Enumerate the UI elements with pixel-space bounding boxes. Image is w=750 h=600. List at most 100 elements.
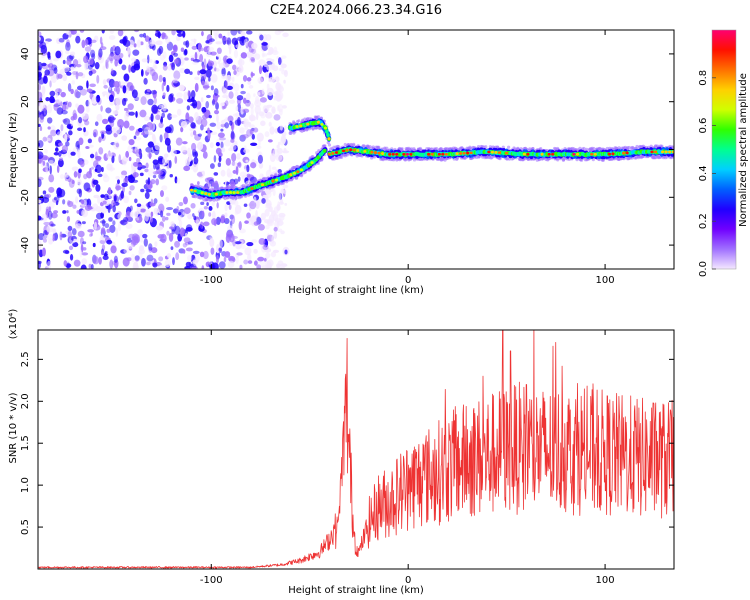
noise-blob <box>96 74 100 84</box>
noise-blob <box>282 184 289 189</box>
noise-blob <box>268 206 273 212</box>
noise-blob <box>145 179 149 185</box>
noise-blob <box>253 93 256 97</box>
noise-blob <box>197 42 202 53</box>
noise-blob <box>218 62 226 69</box>
noise-blob <box>46 225 54 233</box>
noise-blob <box>73 238 77 243</box>
noise-blob <box>261 265 269 269</box>
noise-blob <box>211 181 215 188</box>
noise-blob <box>272 50 279 56</box>
noise-blob <box>166 84 170 93</box>
noise-blob <box>256 145 262 149</box>
noise-blob <box>226 85 233 91</box>
noise-blob <box>91 166 94 170</box>
noise-blob <box>112 205 116 213</box>
noise-blob <box>196 171 204 177</box>
noise-blob <box>106 163 113 171</box>
noise-blob <box>88 70 93 76</box>
noise-blob <box>101 91 109 96</box>
noise-blob <box>269 126 275 135</box>
noise-blob <box>162 76 166 82</box>
noise-blob <box>144 168 149 173</box>
noise-blob <box>177 213 182 222</box>
noise-blob <box>206 94 211 99</box>
noise-blob <box>88 58 94 66</box>
noise-blob <box>254 105 261 115</box>
noise-blob <box>42 190 47 195</box>
noise-blob <box>145 146 153 153</box>
noise-blob <box>43 137 51 142</box>
noise-blob <box>280 263 288 268</box>
noise-blob <box>52 58 59 62</box>
noise-blob <box>116 85 120 95</box>
noise-blob <box>184 232 188 238</box>
noise-blob <box>230 138 235 143</box>
noise-blob <box>117 30 124 37</box>
noise-blob <box>193 215 197 221</box>
noise-blob <box>94 221 98 230</box>
noise-blob <box>67 230 73 240</box>
noise-blob <box>227 115 234 123</box>
noise-blob <box>143 126 151 135</box>
noise-blob <box>180 126 184 133</box>
noise-blob <box>250 114 253 122</box>
noise-blob <box>80 199 85 205</box>
noise-blob <box>204 177 211 183</box>
noise-blob <box>176 92 183 98</box>
noise-blob <box>262 244 269 251</box>
noise-blob <box>184 266 191 269</box>
noise-blob <box>196 141 204 151</box>
ridge-halo <box>377 145 381 149</box>
noise-blob <box>281 189 285 194</box>
noise-blob <box>150 211 154 217</box>
noise-blob <box>134 198 138 204</box>
noise-blob <box>244 220 249 224</box>
noise-blob <box>149 58 153 63</box>
noise-blob <box>281 70 288 75</box>
noise-blob <box>166 253 172 258</box>
noise-blob <box>113 255 118 263</box>
noise-blob <box>128 125 135 131</box>
noise-blob <box>126 237 132 243</box>
noise-blob <box>82 241 87 245</box>
noise-blob <box>97 173 103 178</box>
ridge-peak <box>327 137 331 141</box>
noise-blob <box>67 225 73 232</box>
noise-blob <box>145 43 151 51</box>
noise-blob <box>200 47 204 52</box>
noise-blob <box>234 204 242 214</box>
noise-blob <box>128 64 132 73</box>
noise-blob <box>59 231 63 241</box>
noise-blob <box>162 51 167 59</box>
noise-blob <box>152 174 157 179</box>
noise-blob <box>263 62 268 68</box>
noise-blob <box>201 80 205 86</box>
ridge-peak <box>289 173 293 177</box>
noise-blob <box>228 147 234 152</box>
noise-blob <box>123 39 131 47</box>
noise-blob <box>245 159 249 163</box>
noise-blob <box>157 31 161 39</box>
noise-blob <box>61 110 68 115</box>
noise-blob <box>218 56 222 63</box>
noise-blob <box>67 83 72 92</box>
noise-blob <box>202 151 208 159</box>
noise-blob <box>190 132 194 137</box>
noise-blob <box>253 221 259 226</box>
noise-blob <box>38 140 44 148</box>
ridge-core <box>325 129 329 134</box>
noise-blob <box>210 73 218 83</box>
noise-blob <box>214 180 219 187</box>
noise-blob <box>218 239 223 249</box>
noise-blob <box>68 130 73 136</box>
noise-blob <box>41 62 47 67</box>
noise-blob <box>170 148 177 157</box>
noise-blob <box>107 115 115 124</box>
noise-blob <box>121 182 128 188</box>
noise-blob <box>130 253 136 263</box>
ridge-peak <box>316 120 320 124</box>
noise-blob <box>236 252 243 256</box>
noise-blob <box>263 258 267 262</box>
noise-blob <box>160 210 164 218</box>
